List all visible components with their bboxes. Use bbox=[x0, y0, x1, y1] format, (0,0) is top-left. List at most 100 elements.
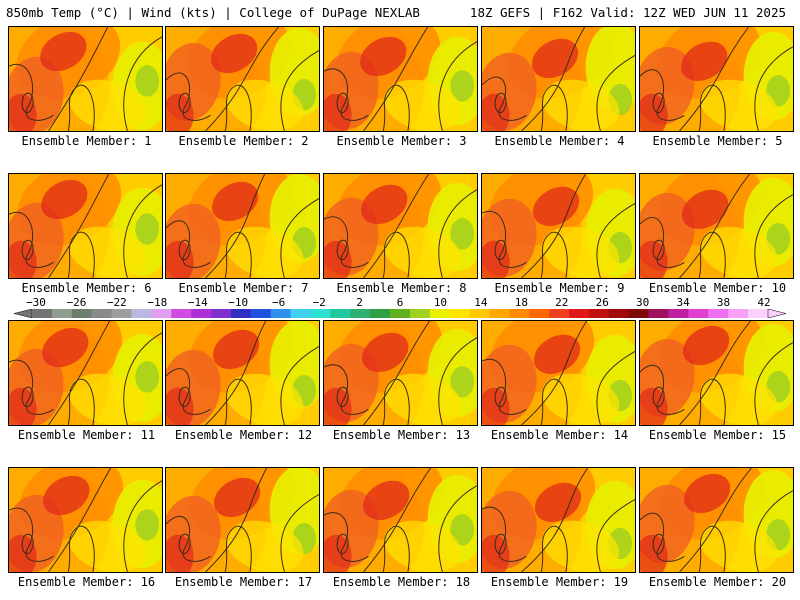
colorbar-segment bbox=[51, 309, 73, 318]
colorbar-segment bbox=[32, 309, 53, 318]
ensemble-member-map bbox=[323, 173, 478, 279]
ensemble-member-label: Ensemble Member: 1 bbox=[21, 134, 152, 148]
colorbar-tick-label: 26 bbox=[595, 296, 609, 309]
ensemble-member-label: Ensemble Member: 14 bbox=[490, 428, 629, 442]
colorbar-tick-label: 2 bbox=[356, 296, 363, 309]
ensemble-member-label: Ensemble Member: 18 bbox=[332, 575, 471, 589]
colorbar-segment bbox=[608, 309, 630, 318]
colorbar-segment bbox=[489, 309, 510, 318]
colorbar-tick-label: −18 bbox=[147, 296, 168, 309]
ensemble-member-map bbox=[639, 467, 794, 573]
colorbar-segment bbox=[330, 309, 351, 318]
colorbar-tick-label: 30 bbox=[636, 296, 650, 309]
colorbar-tick-label: −2 bbox=[312, 296, 326, 309]
colorbar-segment bbox=[628, 309, 649, 318]
colorbar-segment bbox=[569, 309, 590, 318]
colorbar-segment bbox=[648, 309, 669, 318]
ensemble-member-label: Ensemble Member: 12 bbox=[174, 428, 313, 442]
colorbar-segment bbox=[310, 309, 331, 318]
colorbar-max-arrow bbox=[767, 309, 786, 318]
colorbar-tick-label: −26 bbox=[66, 296, 87, 309]
ensemble-member-label: Ensemble Member: 2 bbox=[178, 134, 309, 148]
temperature-field bbox=[166, 468, 319, 572]
colorbar-tick-label: −14 bbox=[187, 296, 208, 309]
ensemble-member-label: Ensemble Member: 15 bbox=[648, 428, 787, 442]
map-title: 850mb Temp (°C) | Wind (kts) | College o… bbox=[6, 5, 420, 20]
colorbar-segment bbox=[728, 309, 749, 318]
ensemble-member-map bbox=[323, 320, 478, 426]
ensemble-member-label: Ensemble Member: 6 bbox=[21, 281, 152, 295]
ensemble-member-map bbox=[165, 467, 320, 573]
colorbar-segment bbox=[290, 309, 311, 318]
colorbar-segment bbox=[171, 309, 192, 318]
temperature-field bbox=[9, 468, 162, 572]
temperature-field bbox=[324, 174, 477, 278]
colorbar-segment bbox=[131, 309, 152, 318]
temperature-field bbox=[482, 174, 635, 278]
temperature-field bbox=[9, 321, 162, 425]
colorbar-segment bbox=[668, 309, 689, 318]
ensemble-member-label: Ensemble Member: 20 bbox=[648, 575, 787, 589]
temperature-field bbox=[166, 321, 319, 425]
temperature-field bbox=[482, 468, 635, 572]
ensemble-member-map bbox=[8, 173, 163, 279]
colorbar-segment bbox=[529, 309, 550, 318]
ensemble-member-label: Ensemble Member: 19 bbox=[490, 575, 629, 589]
ensemble-member-map bbox=[165, 173, 320, 279]
colorbar-segment bbox=[708, 309, 729, 318]
colorbar-segment bbox=[549, 309, 570, 318]
temperature-field bbox=[640, 174, 793, 278]
ensemble-member-label: Ensemble Member: 17 bbox=[174, 575, 313, 589]
ensemble-member-label: Ensemble Member: 11 bbox=[17, 428, 156, 442]
colorbar-tick-label: 10 bbox=[433, 296, 448, 309]
colorbar-tick-label: −10 bbox=[228, 296, 249, 309]
colorbar-segment bbox=[71, 309, 92, 318]
temperature-field bbox=[324, 468, 477, 572]
temperature-field bbox=[482, 27, 635, 131]
colorbar-segment bbox=[91, 309, 112, 318]
temperature-field bbox=[482, 321, 635, 425]
temperature-field bbox=[166, 27, 319, 131]
colorbar-segment bbox=[409, 309, 431, 318]
ensemble-member-map bbox=[8, 320, 163, 426]
colorbar-segment bbox=[469, 309, 490, 318]
ensemble-member-label: Ensemble Member: 10 bbox=[648, 281, 787, 295]
temperature-field bbox=[324, 27, 477, 131]
colorbar-tick-label: 34 bbox=[676, 296, 690, 309]
ensemble-member-map bbox=[323, 26, 478, 132]
colorbar-tick-label: 38 bbox=[716, 296, 731, 309]
ensemble-member-label: Ensemble Member: 7 bbox=[178, 281, 309, 295]
ensemble-member-map bbox=[8, 26, 163, 132]
ensemble-member-label: Ensemble Member: 8 bbox=[336, 281, 467, 295]
ensemble-member-label: Ensemble Member: 9 bbox=[494, 281, 625, 295]
ensemble-member-map bbox=[639, 173, 794, 279]
temperature-field bbox=[9, 27, 162, 131]
colorbar-segment bbox=[509, 309, 530, 318]
temperature-field bbox=[640, 321, 793, 425]
colorbar-tick-label: 6 bbox=[396, 296, 404, 309]
ensemble-member-map bbox=[639, 26, 794, 132]
colorbar-segment bbox=[449, 309, 470, 318]
colorbar-segment bbox=[350, 309, 371, 318]
temperature-field bbox=[324, 321, 477, 425]
colorbar-segment bbox=[250, 309, 272, 318]
ensemble-member-map bbox=[481, 467, 636, 573]
temperature-field bbox=[9, 174, 162, 278]
ensemble-member-label: Ensemble Member: 16 bbox=[17, 575, 156, 589]
colorbar-segment bbox=[748, 309, 769, 318]
colorbar-segment bbox=[429, 309, 451, 318]
colorbar-segment bbox=[688, 309, 709, 318]
colorbar-tick-label: 42 bbox=[757, 296, 771, 309]
colorbar-segment bbox=[390, 309, 411, 318]
temperature-field bbox=[640, 468, 793, 572]
ensemble-member-map bbox=[165, 320, 320, 426]
colorbar-segment bbox=[211, 309, 232, 318]
colorbar-segment bbox=[191, 309, 212, 318]
colorbar-segment bbox=[111, 309, 132, 318]
ensemble-member-label: Ensemble Member: 5 bbox=[652, 134, 783, 148]
ensemble-member-map bbox=[481, 173, 636, 279]
colorbar-tick-label: −22 bbox=[106, 296, 127, 309]
ensemble-member-map bbox=[639, 320, 794, 426]
colorbar-segment bbox=[370, 309, 391, 318]
ensemble-member-map bbox=[481, 26, 636, 132]
